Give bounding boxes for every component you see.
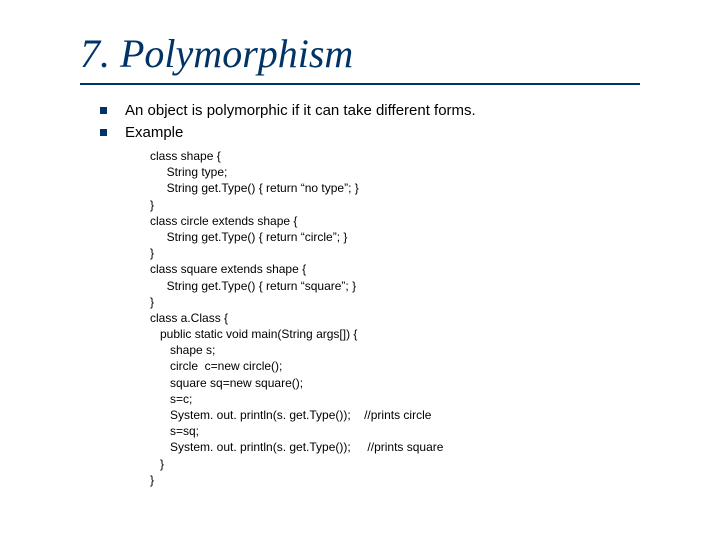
- slide-title: 7. Polymorphism: [80, 30, 660, 77]
- bullet-text: Example: [125, 123, 183, 143]
- bullet-list: An object is polymorphic if it can take …: [100, 101, 660, 142]
- bullet-item: An object is polymorphic if it can take …: [100, 101, 660, 121]
- bullet-text: An object is polymorphic if it can take …: [125, 101, 476, 121]
- code-example: class shape { String type; String get.Ty…: [150, 148, 660, 488]
- title-underline: [80, 83, 640, 85]
- square-bullet-icon: [100, 107, 107, 114]
- square-bullet-icon: [100, 129, 107, 136]
- bullet-item: Example: [100, 123, 660, 143]
- slide: 7. Polymorphism An object is polymorphic…: [0, 0, 720, 540]
